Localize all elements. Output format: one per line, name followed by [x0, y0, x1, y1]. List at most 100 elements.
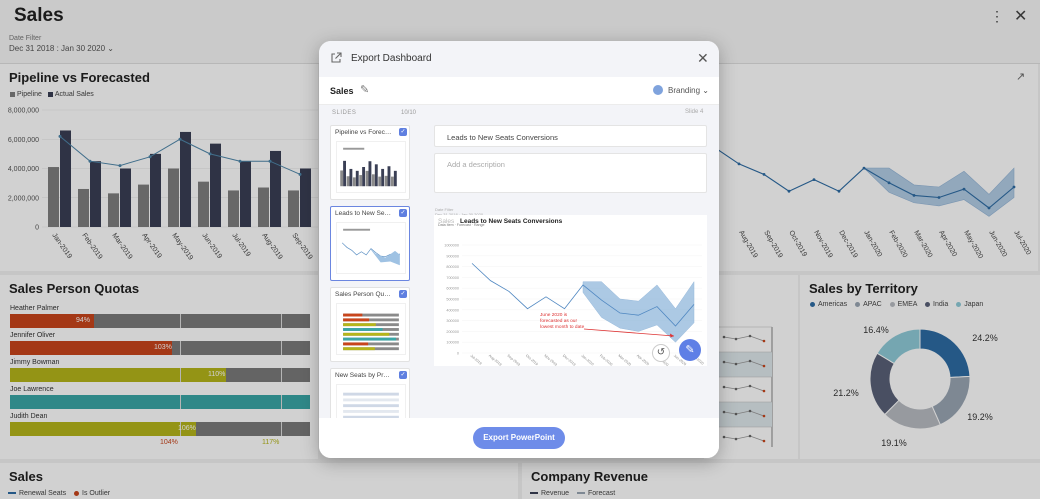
preview-annotation-arrowhead	[670, 333, 674, 338]
edit-pencil-icon[interactable]: ✎	[679, 339, 701, 361]
sparkline-point	[734, 387, 738, 391]
preview-legend: Data Item · Forecast · Range	[438, 223, 485, 227]
preview-x-tick: Nov-2019	[543, 354, 558, 366]
slides-count: 10/10	[401, 110, 417, 116]
quota-bar-fill	[10, 395, 310, 409]
slides-header: SLIDES	[332, 110, 357, 116]
preview-x-tick: Sep-2019	[506, 354, 521, 366]
thumb-fill	[343, 337, 396, 341]
undo-icon[interactable]: ↺	[652, 344, 670, 362]
quota-bar-track: 106%	[10, 422, 310, 436]
y-tick-label: 2,000,000	[8, 195, 39, 202]
pipeline-bar	[228, 190, 239, 227]
slide-title-input[interactable]: Leads to New Seats Conversions	[434, 125, 707, 147]
conversion-point	[862, 166, 866, 170]
thumb-bar	[368, 161, 372, 187]
legend-renewal-seats: Renewal Seats	[19, 490, 67, 497]
thumb-table-row	[343, 404, 399, 408]
slide-thumbnail-title: Sales Person Quot…	[335, 291, 393, 298]
pipeline-bar	[168, 168, 179, 227]
pipeline-bar	[138, 184, 149, 227]
slides-panel[interactable]: SLIDES 10/10 Pipeline vs Foreca… ✓ Leads…	[319, 105, 423, 418]
conversion-point	[812, 178, 816, 182]
company-revenue-card[interactable]: Company Revenue Revenue Forecast	[522, 463, 1040, 499]
branding-dropdown[interactable]: Branding ⌄	[668, 86, 709, 95]
pipeline-bar	[48, 167, 59, 227]
quota-marker-label: 117%	[262, 439, 280, 446]
more-options-icon[interactable]: ⋮	[990, 8, 1004, 24]
sparkline-point	[734, 362, 738, 366]
y-tick-label: 4,000,000	[8, 166, 39, 173]
quota-bar-track: 103%	[10, 341, 310, 355]
expand-icon[interactable]: ↗	[1016, 71, 1026, 83]
sparkline-point	[734, 437, 738, 441]
quota-bar-track: 94%	[10, 314, 310, 328]
thumb-bar	[387, 166, 391, 187]
donut-slice-label: 24.2%	[972, 333, 998, 343]
sparkline-point	[722, 410, 726, 414]
forecast-band	[863, 167, 1015, 217]
preview-y-tick: 500000	[446, 298, 459, 302]
legend-americas: Americas	[818, 301, 848, 308]
forecast-point	[88, 159, 92, 163]
preview-annotation-arrow	[583, 328, 675, 337]
quota-percent-label: 106%	[178, 425, 196, 432]
sparkline	[723, 385, 765, 392]
rename-pencil-icon[interactable]: ✎	[360, 84, 370, 96]
branding-color-icon[interactable]	[653, 85, 663, 95]
forecast-point	[208, 152, 212, 156]
thumb-track	[343, 313, 399, 317]
actual-sales-bar	[90, 161, 101, 227]
preview-y-tick: 200000	[446, 330, 459, 334]
quota-gridline	[180, 422, 181, 436]
slide-checkbox[interactable]: ✓	[399, 209, 407, 217]
pipeline-bar	[108, 193, 119, 227]
preview-line-chart: 1000000900000800000700000600000500000400…	[438, 223, 704, 366]
slide-preview	[336, 141, 406, 193]
preview-y-tick: 900000	[446, 254, 459, 258]
dialog-close-icon[interactable]: ✕	[697, 50, 709, 66]
slide-thumbnail-title: New Seats by Prod…	[335, 372, 393, 379]
pipeline-title: Pipeline vs Forecasted	[9, 70, 150, 85]
actual-sales-bar	[300, 168, 311, 227]
thumb-bar	[362, 167, 366, 187]
quota-percent-label: 103%	[154, 344, 172, 351]
pipeline-bar	[198, 181, 209, 227]
thumb-bar	[343, 160, 346, 187]
slide-checkbox[interactable]: ✓	[399, 371, 407, 379]
dialog-header: Export Dashboard ✕	[319, 41, 719, 77]
quota-bar-fill	[10, 314, 94, 328]
preview-y-tick: 100000	[446, 341, 459, 345]
pipeline-card[interactable]: Pipeline vs Forecasted Pipeline Actual S…	[0, 64, 318, 271]
legend-india: India	[933, 301, 949, 308]
quotas-card[interactable]: Sales Person Quotas Heather Palmer 94% Jen…	[0, 275, 318, 459]
date-filter-label: Date Filter	[9, 35, 42, 42]
legend-emea: EMEA	[897, 301, 918, 308]
pipeline-bar	[288, 190, 299, 227]
quota-gridline	[281, 341, 282, 355]
slide-checkbox[interactable]: ✓	[399, 290, 407, 298]
donut-slice-label: 19.2%	[967, 412, 993, 422]
slide-thumbnail-2[interactable]: Leads to New Seat… ✓	[330, 206, 410, 281]
sparkline-point	[722, 335, 726, 339]
date-filter-value[interactable]: Dec 31 2018 : Jan 30 2020 ⌄	[9, 44, 115, 53]
export-powerpoint-button[interactable]: Export PowerPoint	[473, 427, 565, 449]
slide-description-input[interactable]: Add a description	[434, 153, 707, 193]
company-revenue-legend: Revenue Forecast	[524, 490, 615, 497]
slide-thumbnail-1[interactable]: Pipeline vs Foreca… ✓	[330, 125, 410, 200]
sales-bottom-card[interactable]: Sales Renewal Seats Is Outlier	[0, 463, 518, 499]
preview-y-tick: 600000	[446, 287, 459, 291]
close-icon[interactable]: ✕	[1014, 8, 1028, 25]
preview-x-tick: Jul-2020	[691, 354, 704, 366]
territory-title: Sales by Territory	[809, 281, 918, 296]
leads-card[interactable]: ↗ Aug-2019 Sep-2019 Oct-2019 Nov-2019 Dec-20…	[704, 64, 1038, 271]
sparkline-point	[748, 409, 752, 413]
preview-x-tick: Mar-2020	[617, 354, 631, 366]
slide-thumbnail-4[interactable]: New Seats by Prod… ✓	[330, 368, 410, 418]
slide-thumbnail-3[interactable]: Sales Person Quot… ✓	[330, 287, 410, 362]
slide-checkbox[interactable]: ✓	[399, 128, 407, 136]
preview-conversion-line	[471, 263, 695, 327]
preview-annotation: June 2020 is forecasted as our lowest mo…	[540, 313, 585, 330]
preview-x-tick: Jul-2019	[469, 354, 482, 366]
territory-card[interactable]: Sales by Territory Americas APAC EMEA In…	[800, 275, 1040, 459]
